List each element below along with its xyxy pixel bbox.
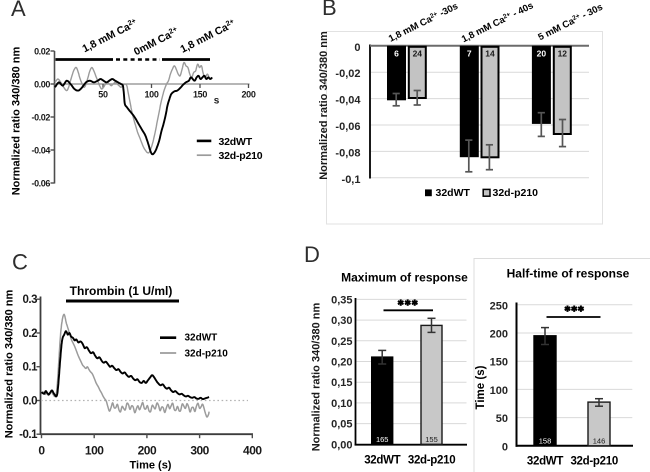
- svg-text:-0.02: -0.02: [31, 112, 50, 122]
- svg-text:0.3: 0.3: [23, 294, 38, 306]
- svg-text:Normalized ratio 340/380 nm: Normalized ratio 340/380 nm: [4, 290, 16, 439]
- svg-text:50: 50: [98, 90, 108, 100]
- svg-text:0,25: 0,25: [331, 336, 352, 348]
- svg-text:7: 7: [467, 49, 472, 59]
- svg-text:0,30: 0,30: [331, 315, 352, 327]
- svg-text:32dWT: 32dWT: [436, 187, 471, 199]
- svg-text:D: D: [304, 242, 320, 267]
- svg-text:0,20: 0,20: [331, 357, 352, 369]
- svg-text:Maximum of response: Maximum of response: [341, 271, 468, 285]
- svg-text:B: B: [322, 0, 337, 20]
- svg-text:32d-p210: 32d-p210: [185, 349, 229, 360]
- svg-text:32dWT: 32dWT: [185, 333, 218, 344]
- svg-text:0: 0: [502, 441, 508, 453]
- svg-text:150: 150: [490, 357, 508, 369]
- svg-text:C: C: [12, 250, 28, 275]
- svg-text:-0,02: -0,02: [335, 68, 360, 80]
- svg-text:Half-time of response: Half-time of response: [507, 267, 630, 281]
- svg-text:146: 146: [593, 436, 606, 445]
- svg-text:400: 400: [243, 444, 262, 458]
- svg-text:200: 200: [138, 444, 157, 458]
- svg-text:0,10: 0,10: [331, 398, 352, 410]
- svg-text:Time (s): Time (s): [130, 460, 172, 472]
- svg-text:150: 150: [193, 90, 207, 100]
- svg-text:12: 12: [558, 49, 568, 59]
- svg-text:6: 6: [394, 49, 399, 59]
- svg-text:-0.06: -0.06: [31, 178, 50, 188]
- svg-text:-0,04: -0,04: [335, 95, 361, 107]
- svg-text:0.2: 0.2: [23, 328, 38, 340]
- svg-text:32dWT: 32dWT: [527, 456, 563, 468]
- svg-text:32d-p210: 32d-p210: [570, 456, 617, 468]
- svg-text:200: 200: [241, 90, 255, 100]
- svg-text:250: 250: [490, 300, 508, 312]
- svg-text:-0.04: -0.04: [31, 145, 50, 155]
- svg-text:32d-p210: 32d-p210: [408, 455, 455, 467]
- svg-text:0: 0: [354, 42, 360, 54]
- svg-text:100: 100: [85, 444, 104, 458]
- svg-text:100: 100: [144, 90, 158, 100]
- svg-text:-0,1: -0,1: [342, 174, 361, 186]
- svg-text:-0,06: -0,06: [335, 121, 360, 133]
- svg-text:Normalized ratio 340/380 nm: Normalized ratio 340/380 nm: [318, 31, 330, 180]
- svg-text:Normalized ratio 340/380 nm: Normalized ratio 340/380 nm: [11, 47, 23, 196]
- svg-text:0.02: 0.02: [34, 46, 50, 56]
- svg-text:24: 24: [413, 49, 423, 59]
- svg-text:-0.1: -0.1: [19, 429, 38, 441]
- svg-text:32dWT: 32dWT: [219, 136, 253, 148]
- svg-text:32dWT: 32dWT: [364, 455, 400, 467]
- svg-text:Thrombin (1 U/ml): Thrombin (1 U/ml): [70, 284, 173, 298]
- svg-text:0,00: 0,00: [331, 439, 352, 451]
- svg-text:0,15: 0,15: [331, 377, 352, 389]
- svg-text:0.0: 0.0: [23, 395, 38, 407]
- svg-text:A: A: [11, 0, 26, 21]
- svg-text:s: s: [214, 96, 220, 107]
- svg-text:165: 165: [376, 435, 389, 444]
- svg-text:100: 100: [490, 385, 508, 397]
- svg-text:300: 300: [190, 444, 209, 458]
- svg-text:155: 155: [425, 435, 438, 444]
- svg-text:158: 158: [539, 436, 552, 445]
- svg-text:32d-p210: 32d-p210: [219, 150, 263, 162]
- svg-text:0.1: 0.1: [23, 362, 39, 374]
- svg-text:0.00: 0.00: [34, 79, 50, 89]
- svg-text:0: 0: [38, 444, 45, 458]
- svg-text:0,05: 0,05: [331, 419, 352, 431]
- svg-text:50: 50: [496, 413, 508, 425]
- svg-text:32d-p210: 32d-p210: [493, 187, 539, 199]
- svg-text:0,35: 0,35: [331, 294, 352, 306]
- svg-text:200: 200: [490, 329, 508, 341]
- svg-text:-0,08: -0,08: [335, 147, 360, 159]
- svg-text:Normalized ratio 340/380 nm: Normalized ratio 340/380 nm: [311, 303, 323, 452]
- svg-text:Time (s): Time (s): [475, 365, 487, 409]
- svg-text:20: 20: [537, 49, 547, 59]
- svg-text:14: 14: [485, 49, 495, 59]
